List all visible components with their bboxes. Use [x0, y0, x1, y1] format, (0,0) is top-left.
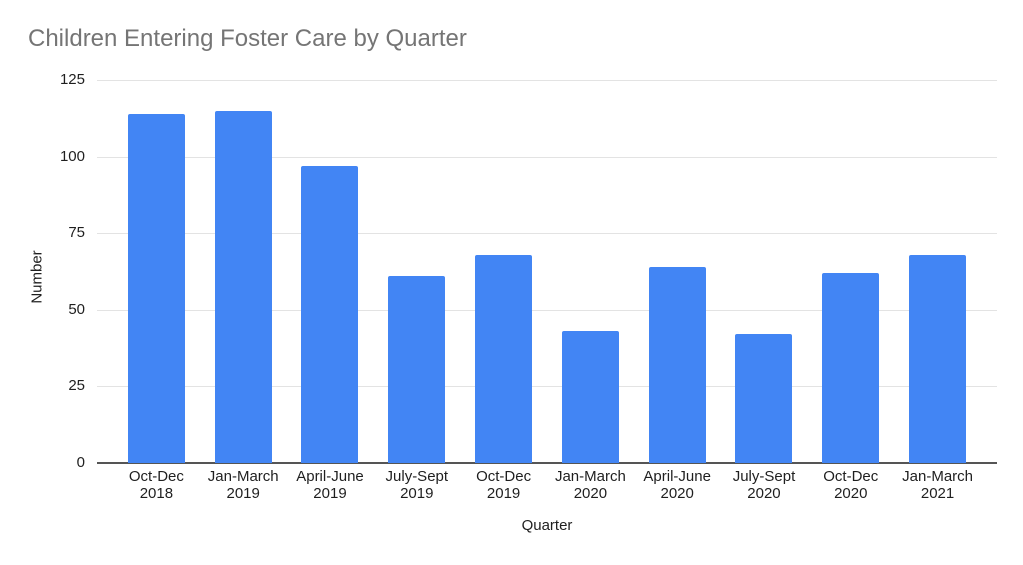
chart-title: Children Entering Foster Care by Quarter: [28, 25, 467, 52]
x-tick-label-9: Jan-March 2021: [902, 468, 973, 502]
bar-oct-dec-2019: [475, 254, 533, 463]
gridline-25: [97, 386, 997, 388]
x-tick-label-8: Oct-Dec 2020: [823, 468, 879, 502]
bar-band-5: [547, 80, 634, 463]
x-tick-label-6: April-June 2020: [643, 468, 711, 502]
bar-jan-march-2019: [214, 110, 272, 463]
gridline-125: [97, 80, 997, 81]
bar-band-3: [373, 80, 460, 463]
bar-april-june-2020: [648, 266, 706, 463]
bar-band-8: [807, 80, 894, 463]
bar-band-6: [634, 80, 721, 463]
bar-july-sept-2019: [388, 276, 446, 463]
plot-area: 0 25 50 75 100 125: [60, 71, 997, 471]
x-tick-label-1: Jan-March 2019: [207, 468, 279, 502]
bar-jan-march-2021: [909, 254, 967, 463]
gridline-50: [97, 309, 997, 311]
bar-july-sept-2020: [735, 334, 793, 463]
bar-band-2: [287, 80, 374, 463]
bar-band-1: [200, 80, 287, 463]
bar-band-9: [894, 80, 981, 463]
x-tick-label-7: July-Sept 2020: [732, 468, 796, 502]
y-tick-label-75: 75: [68, 224, 85, 242]
x-axis-tick-labels: Oct-Dec 2018 Jan-March 2019 April-June 2019 Ju…: [97, 468, 997, 502]
y-tick-label-125: 125: [59, 71, 85, 88]
gridline-100: [97, 156, 997, 158]
gridline-75: [97, 233, 997, 235]
y-tick-label-50: 50: [68, 300, 85, 318]
y-axis-title: Number: [28, 250, 46, 304]
bar-oct-dec-2018: [127, 113, 185, 463]
x-tick-label-4: Oct-Dec 2019: [476, 468, 532, 502]
x-axis-line: [97, 462, 997, 464]
x-axis-title: Quarter: [521, 517, 573, 534]
bar-band-7: [721, 80, 808, 463]
x-tick-label-5: Jan-March 2020: [554, 468, 626, 502]
x-tick-label-0: Oct-Dec 2018: [128, 468, 184, 502]
bar-band-0: [113, 80, 200, 463]
bar-april-june-2019: [301, 165, 359, 463]
bar-oct-dec-2020: [822, 273, 880, 463]
x-tick-label-2: April-June 2019: [296, 468, 364, 502]
bar-band-4: [460, 80, 547, 463]
y-tick-label-25: 25: [68, 377, 85, 395]
y-tick-label-0: 0: [76, 454, 85, 471]
y-tick-label-100: 100: [59, 147, 85, 165]
x-tick-label-3: July-Sept 2019: [385, 468, 449, 502]
bar-jan-march-2020: [561, 331, 619, 463]
bars-container: [97, 80, 997, 463]
